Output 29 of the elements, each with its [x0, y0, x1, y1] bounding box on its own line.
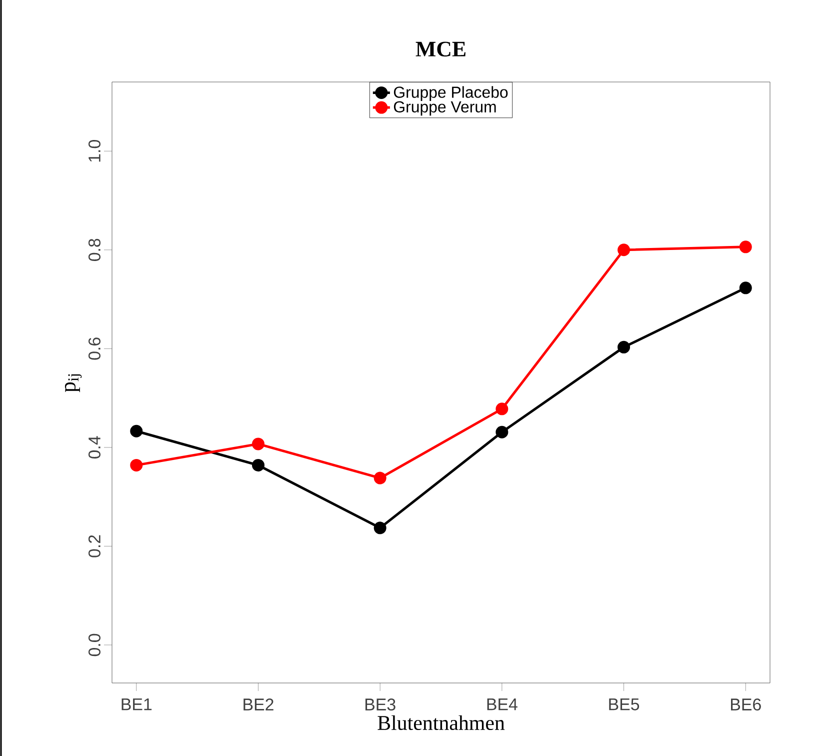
legend-label: Gruppe Verum [394, 101, 496, 116]
y-tick-label: 0.6 [88, 338, 100, 360]
x-tick-label: BE5 [609, 698, 640, 710]
point [739, 282, 752, 294]
point [496, 402, 508, 416]
point [618, 340, 630, 354]
point [496, 426, 508, 438]
y-tick-label: 0.8 [88, 238, 100, 262]
point [252, 458, 264, 472]
point [130, 424, 143, 438]
y-tick-label: 0.2 [88, 535, 100, 558]
point [130, 458, 143, 472]
legend-label: Gruppe Placebo [394, 86, 508, 102]
y-tick-label: 1.0 [88, 140, 100, 162]
y-tick-label: 0.4 [88, 436, 100, 459]
point [374, 522, 386, 534]
x-tick-label: BE1 [122, 698, 152, 710]
point [374, 472, 386, 484]
x-tick-label: BE2 [244, 698, 274, 710]
x-tick-label: BE6 [731, 698, 761, 711]
y-axis-title: p$_{ij}$ [64, 374, 82, 392]
x-tick-label: BE3 [365, 698, 396, 711]
point [618, 244, 630, 256]
chart-title: MCE [416, 42, 466, 56]
point [739, 240, 752, 254]
x-tick-label: BE4 [487, 698, 518, 710]
point [252, 438, 264, 450]
x-axis-title: Blutentnahmen [378, 715, 505, 730]
y-tick-label: 0.0 [88, 634, 100, 656]
